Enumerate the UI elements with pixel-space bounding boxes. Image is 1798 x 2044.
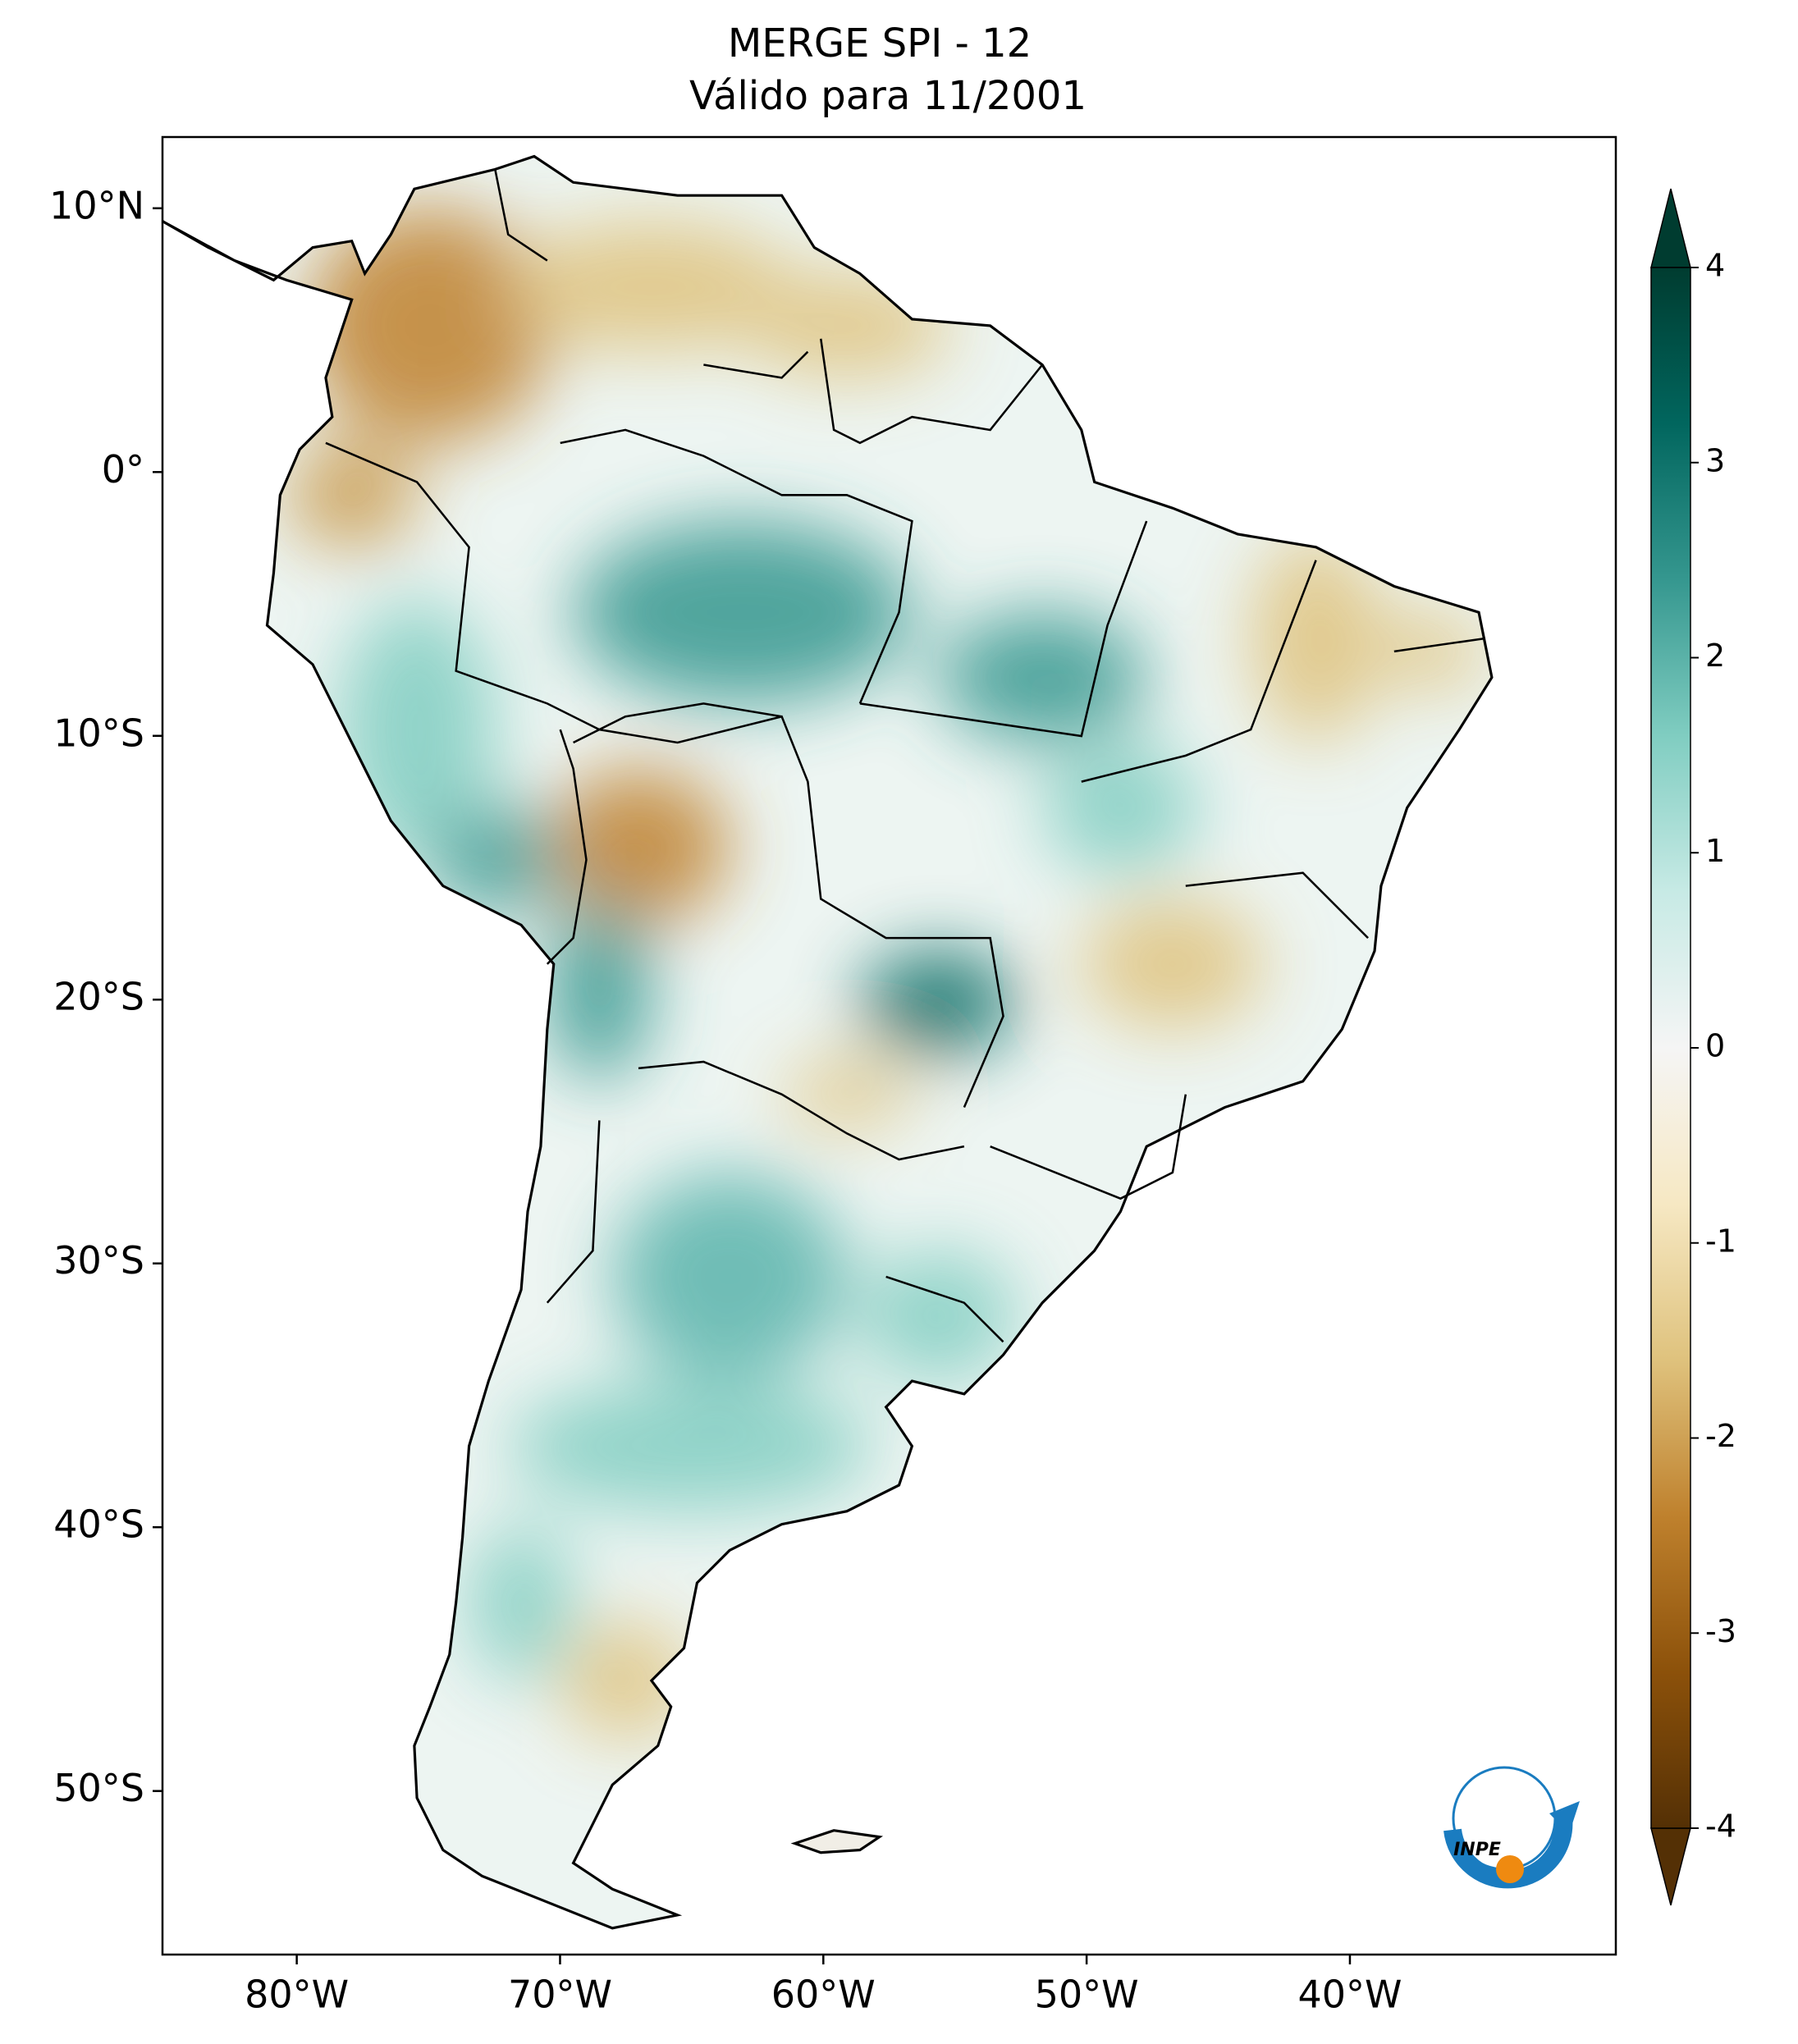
y-tick-label: 10°S	[53, 711, 144, 755]
x-tick-label: 40°W	[1297, 1973, 1402, 2017]
y-tick-label: 20°S	[53, 975, 144, 1019]
logo-text: INPE	[1453, 1840, 1501, 1860]
borders	[325, 169, 1486, 1343]
x-tick-label: 70°W	[508, 1973, 612, 2017]
colorbar-under	[1650, 1827, 1691, 1906]
colorbar-tick-label: -2	[1705, 1418, 1736, 1454]
colorbar-tick-label: 1	[1705, 833, 1725, 869]
y-tick-label: 0°	[102, 447, 144, 492]
colorbar-tick-label: 4	[1705, 248, 1725, 284]
x-tick-label: 50°W	[1035, 1973, 1139, 2017]
colorbar-tick-label: -1	[1705, 1223, 1736, 1259]
colorbar-tick-label: 3	[1705, 442, 1725, 478]
x-tick-label: 60°W	[771, 1973, 876, 2017]
map-frame	[161, 135, 1617, 1956]
x-tick-label: 80°W	[245, 1973, 349, 2017]
logo: INPE	[1443, 1766, 1580, 1889]
map-title: MERGE SPI - 12	[728, 21, 1032, 66]
colorbar-tick-label: -4	[1705, 1809, 1736, 1845]
spi-field	[162, 156, 1492, 1928]
y-tick-label: 10°N	[49, 183, 144, 227]
y-tick-label: 30°S	[53, 1238, 144, 1283]
colorbar-tick-label: 2	[1705, 638, 1725, 674]
y-tick-label: 50°S	[53, 1766, 144, 1810]
y-tick-label: 40°S	[53, 1502, 144, 1547]
map-subtitle: Válido para 11/2001	[689, 73, 1087, 119]
colorbar-tick-label: -3	[1705, 1613, 1736, 1649]
colorbar-tick-label: 0	[1705, 1028, 1725, 1064]
colorbar	[1650, 267, 1691, 1829]
map-body	[161, 154, 1494, 1930]
colorbar-over	[1650, 188, 1691, 268]
